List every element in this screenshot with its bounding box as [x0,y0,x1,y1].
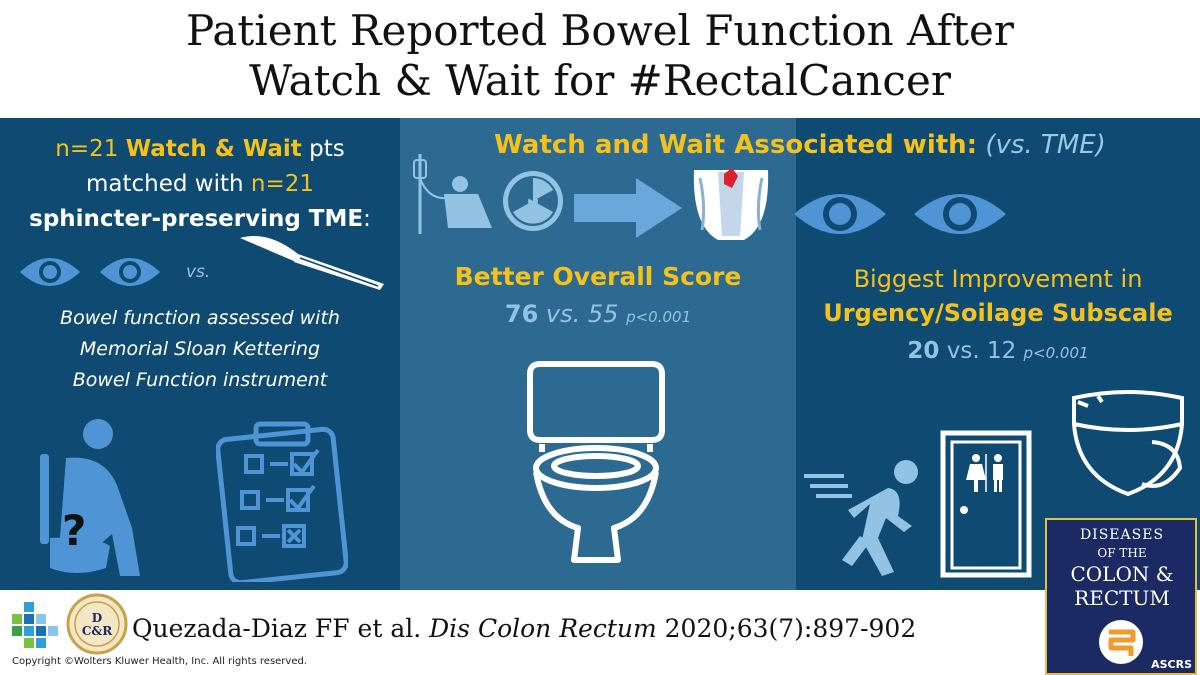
publisher-logo [12,602,58,648]
urgency-score: 20 vs. 12 p<0.001 [796,338,1200,364]
colon-icon [1099,620,1143,664]
iv-chair-icon [413,154,492,234]
journal-society: ASCRS [1151,658,1192,671]
journal-cover-line-4: RECTUM [1074,586,1170,610]
matched-label: matched with [85,171,244,197]
urgency-score-tme: vs. 12 [946,338,1017,364]
journal-badge-text: D C&R [81,611,113,638]
journal-cover-line-1: DISEASES [1079,527,1165,543]
association-vs: (vs. TME) [985,130,1106,160]
scalpel-icon [240,236,384,290]
urgency-title-line-1: Biggest Improvement in [853,265,1143,293]
desc-line-2: Memorial Sloan Kettering [79,338,321,360]
tme-count: n=21 [250,171,315,197]
journal-cover-line-3: COLON & [1070,562,1174,586]
eye-icon [794,194,886,234]
question-mark: ? [62,506,87,555]
pts-label: pts [309,136,345,162]
urgency-title: Biggest Improvement in Urgency/Soilage S… [796,262,1200,330]
journal-badge-icon [66,593,128,655]
association-header: Watch and Wait Associated with: (vs. TME… [400,128,1200,162]
desc-line-1: Bowel function assessed with [60,307,340,329]
restroom-door-icon [940,430,1032,578]
desc-line-3: Bowel Function instrument [72,369,328,391]
page-title: Patient Reported Bowel Function After Wa… [0,6,1200,106]
title-line-2: Watch & Wait for #RectalCancer [249,56,951,105]
instrument-description: Bowel function assessed with Memorial Sl… [0,303,400,396]
eye-icon [20,258,80,286]
journal-cover: DISEASES OF THE COLON & RECTUM ASCRS [1045,518,1197,675]
citation-ref: 2020;63(7):897-902 [664,614,917,643]
urgency-score-ww: 20 [907,338,940,364]
citation: Quezada-Diaz FF et al. Dis Colon Rectum … [132,614,916,643]
radiation-icon [503,171,563,231]
ww-count: n=21 [55,136,119,162]
overall-score-p: p<0.001 [626,308,692,326]
overall-score-title: Better Overall Score [454,262,742,291]
vs-label: vs. [186,262,211,282]
association-label: Watch and Wait Associated with: [494,130,978,160]
urgency-title-line-2: Urgency/Soilage Subscale [823,299,1173,327]
diaper-icon [1072,390,1184,497]
eye-icon [100,258,160,286]
person-on-toilet-icon [40,419,140,576]
copyright: Copyright ©Wolters Kluwer Health, Inc. A… [12,656,308,667]
citation-journal: Dis Colon Rectum [429,614,657,643]
overall-score-ww: 76 [504,300,539,328]
eye-icon [914,194,1006,234]
running-person-icon [804,460,918,576]
urgency-score-p: p<0.001 [1023,344,1089,362]
tme-label: sphincter-preserving TME [29,206,364,232]
toilet-icon [527,361,665,563]
overall-score-tme: vs. 55 [545,300,619,328]
clipboard-checklist-icon [216,421,348,582]
study-design-text: n=21 Watch & Wait pts matched with n=21 … [0,132,400,237]
journal-cover-line-2: OF THE [1097,546,1147,560]
arrow-right-icon [574,178,682,238]
rectum-anatomy-icon [693,168,769,240]
title-line-1: Patient Reported Bowel Function After [185,6,1014,55]
citation-authors: Quezada-Diaz FF et al. [132,614,422,643]
colon: : [363,206,371,232]
ww-label: Watch & Wait [125,136,302,162]
journal-cover-title: DISEASES OF THE COLON & RECTUM [1051,526,1193,610]
overall-score: 76 vs. 55 p<0.001 [400,300,796,328]
